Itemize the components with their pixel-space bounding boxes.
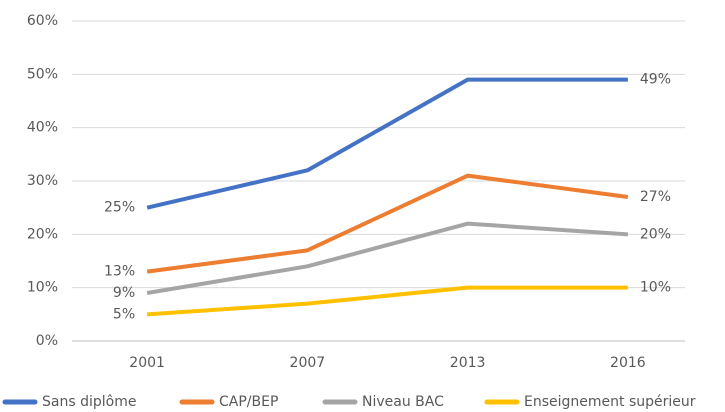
x-tick-label: 2016 [610,355,646,371]
data-label: 13% [104,264,135,280]
x-tick-label: 2007 [290,355,326,371]
y-tick-label: 60% [27,13,58,29]
x-tick-label: 2001 [129,355,165,371]
legend-label: Enseignement supérieur [524,394,696,410]
data-label: 25% [104,200,135,216]
legend-label: Niveau BAC [362,394,444,410]
x-tick-label: 2013 [450,355,486,371]
series-line [146,285,628,317]
y-tick-label: 10% [27,280,58,296]
data-label: 49% [640,72,671,88]
y-tick-label: 50% [27,66,58,82]
data-label: 20% [640,226,671,242]
y-tick-label: 20% [27,226,58,242]
series-line [146,77,628,210]
data-label: 9% [113,285,135,301]
y-tick-label: 40% [27,120,58,136]
legend-label: Sans diplôme [42,394,136,410]
legend-label: CAP/BEP [219,394,278,410]
y-tick-label: 30% [27,173,58,189]
series-line [146,221,629,295]
data-label: 5% [113,306,135,322]
y-tick-label: 0% [36,333,58,349]
data-label: 10% [640,280,671,296]
series-line [146,173,629,274]
data-label: 27% [640,189,671,205]
